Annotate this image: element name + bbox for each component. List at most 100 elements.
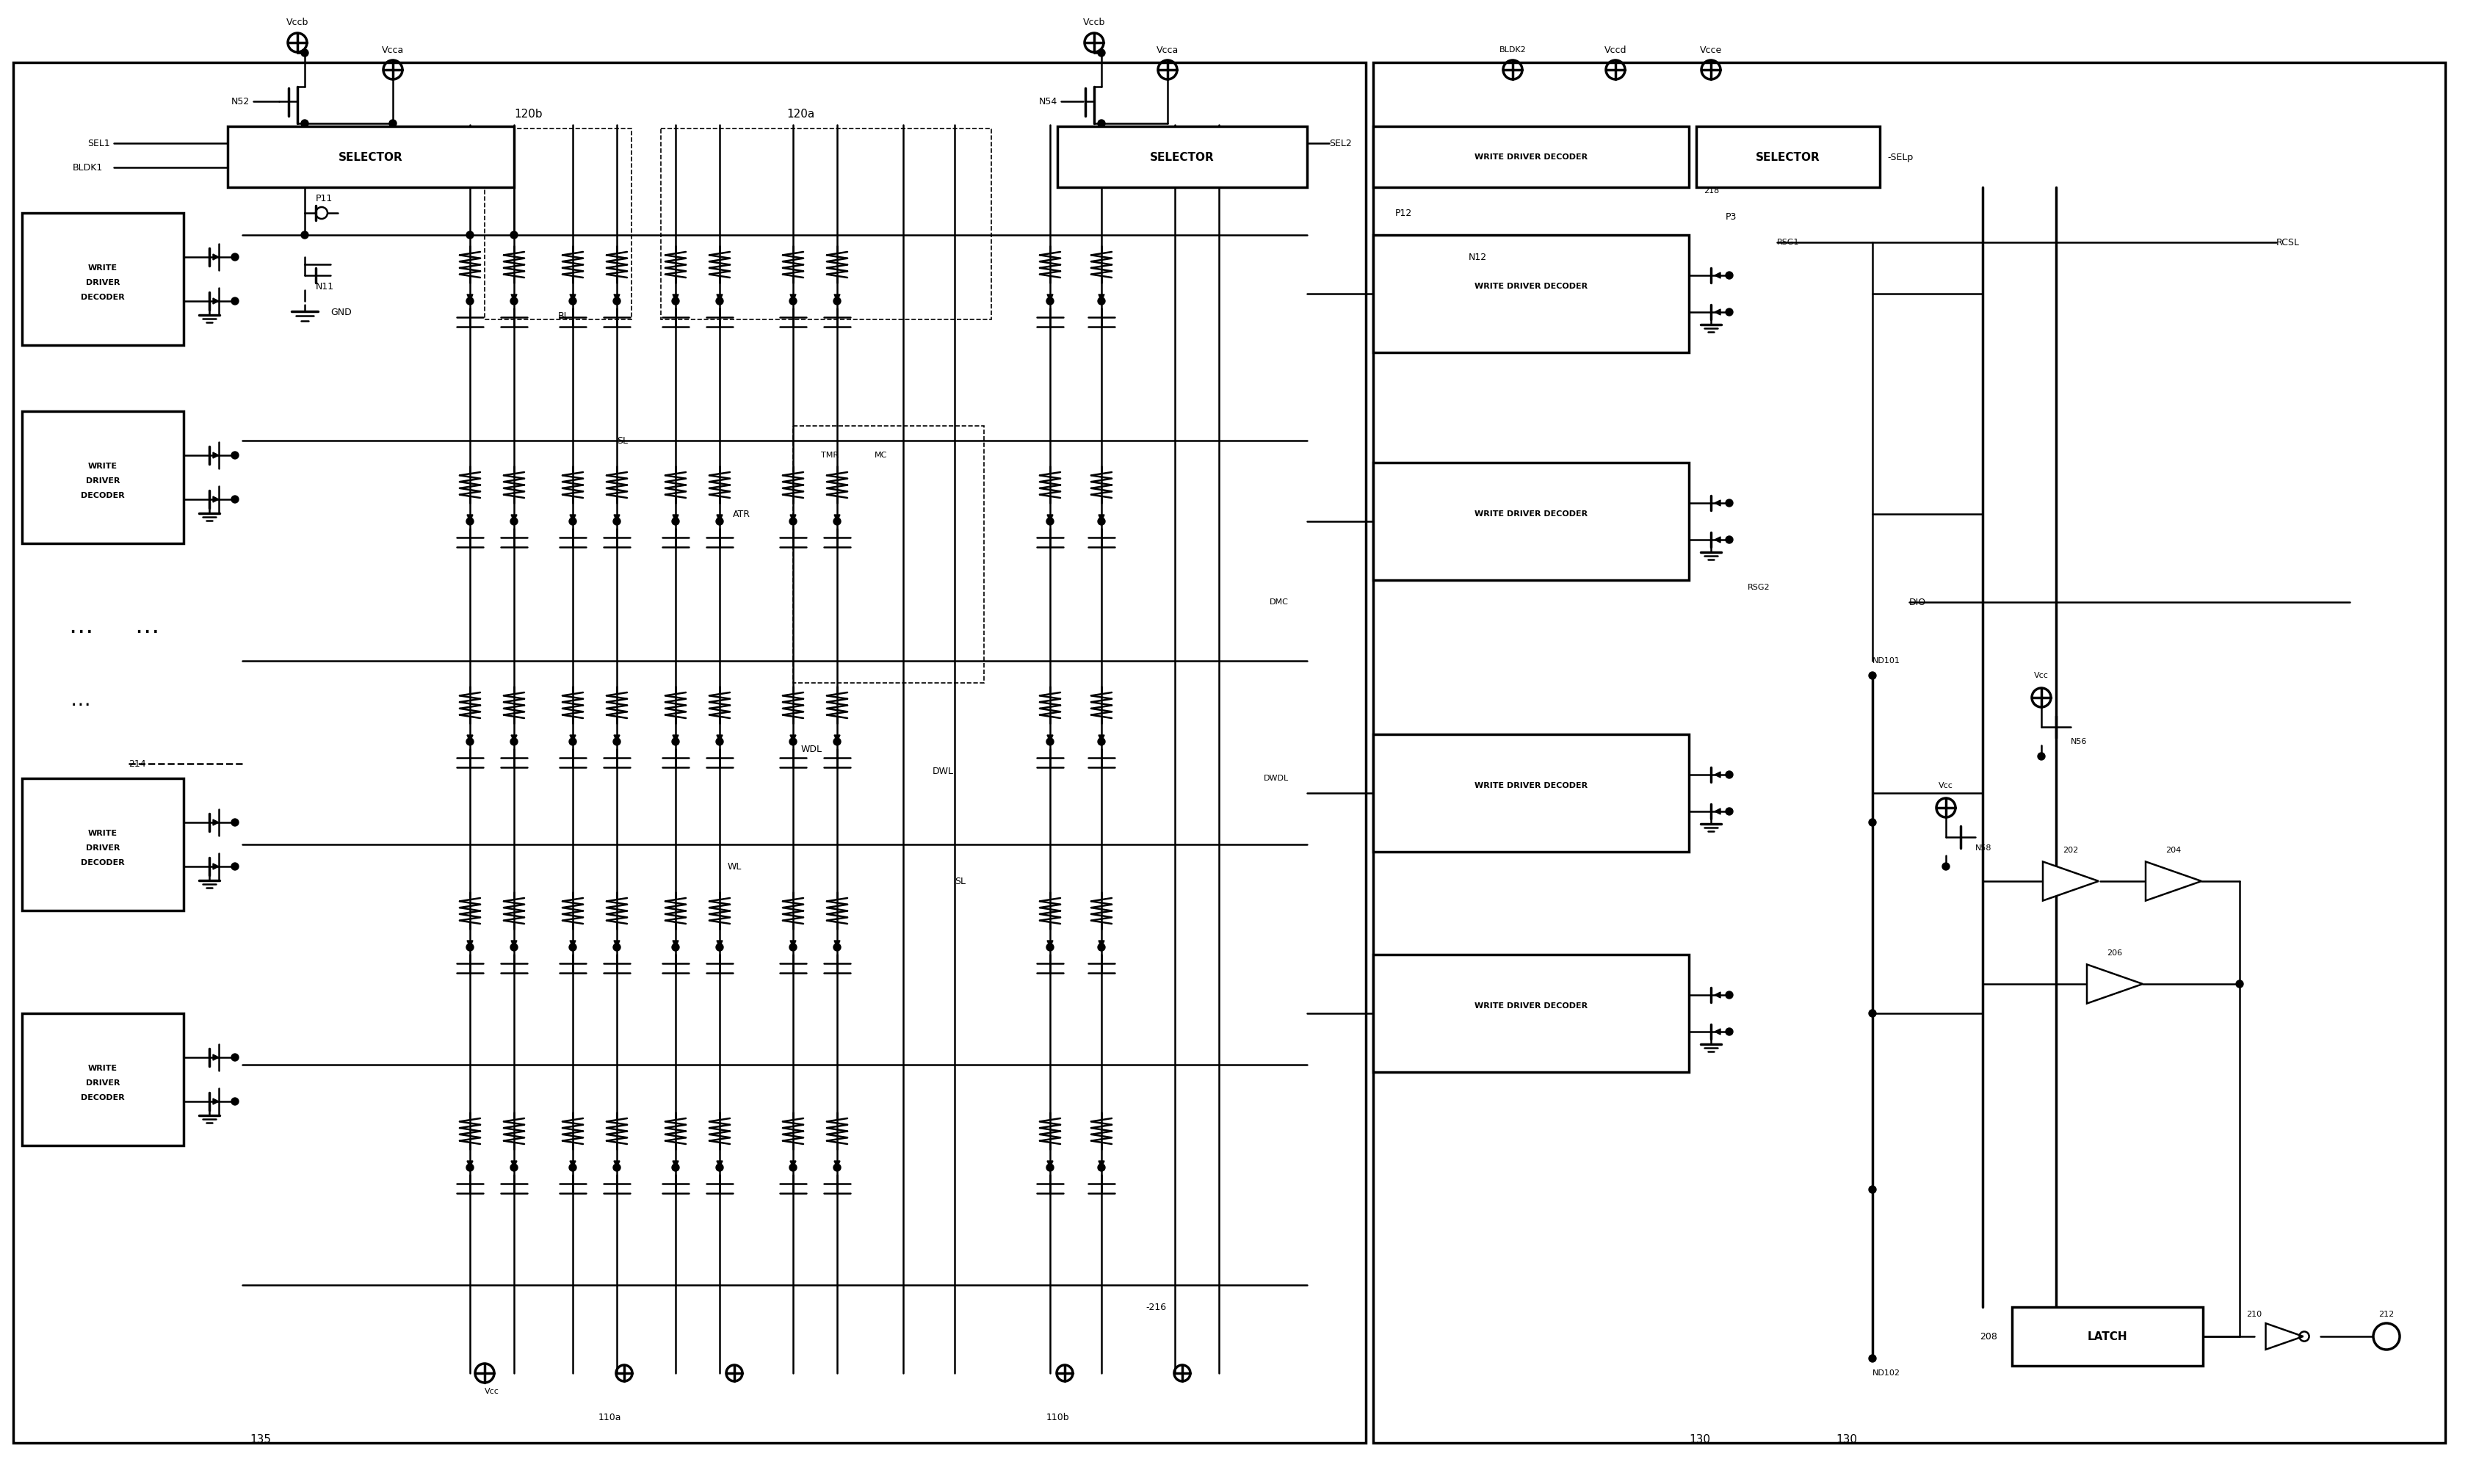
- Polygon shape: [2085, 965, 2142, 1003]
- Circle shape: [1046, 297, 1054, 304]
- Circle shape: [1868, 819, 1876, 827]
- Polygon shape: [212, 496, 220, 502]
- Circle shape: [1098, 738, 1106, 745]
- Circle shape: [834, 1163, 842, 1171]
- Text: ⋯: ⋯: [69, 619, 94, 644]
- Text: DWDL: DWDL: [1264, 775, 1288, 782]
- Polygon shape: [511, 294, 516, 301]
- Polygon shape: [212, 254, 220, 260]
- Text: -216: -216: [1145, 1303, 1165, 1312]
- Circle shape: [570, 1163, 575, 1171]
- Polygon shape: [671, 294, 679, 301]
- Polygon shape: [716, 941, 723, 947]
- Circle shape: [232, 1098, 239, 1106]
- Text: BLDK1: BLDK1: [72, 163, 104, 172]
- Polygon shape: [671, 1160, 679, 1168]
- Circle shape: [834, 518, 842, 525]
- Text: DRIVER: DRIVER: [86, 279, 121, 286]
- Text: SELECTOR: SELECTOR: [1150, 151, 1214, 163]
- Polygon shape: [212, 298, 220, 304]
- Polygon shape: [1715, 809, 1720, 815]
- Polygon shape: [716, 735, 723, 742]
- Text: SELECTOR: SELECTOR: [338, 151, 402, 163]
- Polygon shape: [511, 941, 516, 947]
- Text: SEL2: SEL2: [1328, 138, 1352, 148]
- Polygon shape: [1098, 515, 1103, 521]
- Circle shape: [466, 1163, 474, 1171]
- Text: 120a: 120a: [787, 108, 814, 119]
- Circle shape: [716, 518, 723, 525]
- Bar: [22, 1014, 183, 1146]
- Polygon shape: [570, 294, 575, 301]
- Polygon shape: [212, 864, 220, 870]
- Circle shape: [671, 1163, 679, 1171]
- Text: DWL: DWL: [933, 766, 953, 776]
- Polygon shape: [2041, 862, 2098, 901]
- Circle shape: [1098, 120, 1106, 128]
- Polygon shape: [2145, 862, 2201, 901]
- Polygon shape: [511, 515, 516, 521]
- Circle shape: [232, 451, 239, 459]
- Text: WRITE: WRITE: [89, 1064, 118, 1071]
- Polygon shape: [570, 735, 575, 742]
- Text: DRIVER: DRIVER: [86, 1079, 121, 1086]
- Bar: [22, 411, 183, 543]
- Polygon shape: [212, 453, 220, 459]
- Text: WRITE DRIVER DECODER: WRITE DRIVER DECODER: [1473, 153, 1587, 160]
- Circle shape: [570, 944, 575, 951]
- Circle shape: [466, 944, 474, 951]
- Circle shape: [2036, 752, 2044, 760]
- Polygon shape: [570, 941, 575, 947]
- Text: Vccb: Vccb: [286, 18, 308, 27]
- Polygon shape: [615, 941, 619, 947]
- Bar: [1372, 126, 1688, 187]
- Text: WRITE DRIVER DECODER: WRITE DRIVER DECODER: [1473, 782, 1587, 789]
- Bar: [227, 126, 513, 187]
- Text: -SELp: -SELp: [1886, 153, 1913, 162]
- Circle shape: [1725, 309, 1733, 316]
- Polygon shape: [1715, 1028, 1720, 1034]
- Text: MC: MC: [874, 451, 888, 459]
- Text: RSG1: RSG1: [1777, 239, 1799, 246]
- Text: WRITE: WRITE: [89, 264, 118, 272]
- Circle shape: [790, 518, 797, 525]
- Polygon shape: [671, 941, 679, 947]
- Circle shape: [716, 944, 723, 951]
- Circle shape: [1725, 536, 1733, 543]
- Text: 135: 135: [249, 1434, 271, 1445]
- Bar: [1372, 234, 1688, 353]
- Text: 120b: 120b: [513, 108, 543, 119]
- Polygon shape: [615, 735, 619, 742]
- Circle shape: [570, 518, 575, 525]
- Text: 130: 130: [1688, 1434, 1710, 1445]
- Circle shape: [1868, 1186, 1876, 1193]
- Circle shape: [301, 232, 308, 239]
- Circle shape: [1942, 862, 1950, 870]
- Circle shape: [232, 819, 239, 827]
- Circle shape: [671, 944, 679, 951]
- Polygon shape: [671, 515, 679, 521]
- Polygon shape: [212, 819, 220, 825]
- Bar: [792, 426, 985, 683]
- Polygon shape: [1098, 941, 1103, 947]
- Text: N52: N52: [232, 96, 249, 105]
- Circle shape: [511, 518, 518, 525]
- Text: P11: P11: [316, 193, 333, 203]
- Bar: [1372, 735, 1688, 852]
- Circle shape: [1725, 1028, 1733, 1036]
- Circle shape: [1868, 1009, 1876, 1017]
- Polygon shape: [615, 294, 619, 301]
- Bar: [1056, 126, 1306, 187]
- Text: N12: N12: [1468, 252, 1486, 261]
- Text: N56: N56: [2071, 738, 2085, 745]
- Polygon shape: [671, 735, 679, 742]
- Circle shape: [612, 1163, 619, 1171]
- Circle shape: [790, 944, 797, 951]
- Polygon shape: [466, 1160, 474, 1168]
- Text: DIO: DIO: [1908, 598, 1925, 607]
- Circle shape: [232, 862, 239, 870]
- Polygon shape: [212, 1098, 220, 1104]
- Text: Vcca: Vcca: [1155, 45, 1177, 55]
- Circle shape: [716, 1163, 723, 1171]
- Text: ND102: ND102: [1871, 1370, 1900, 1377]
